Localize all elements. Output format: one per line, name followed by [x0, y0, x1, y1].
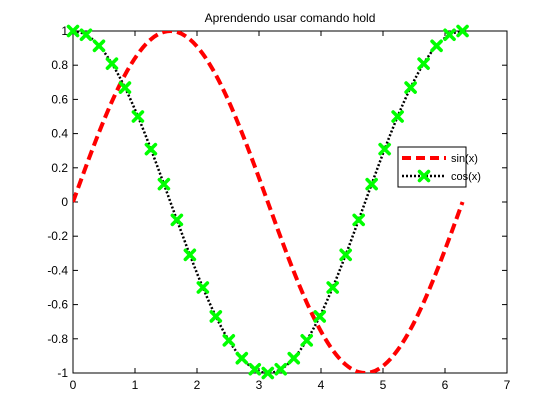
y-tick-label: -0.6 [47, 298, 68, 312]
cos-data-point [391, 110, 404, 123]
cos-data-point [157, 177, 171, 191]
cos-data-point [105, 57, 119, 70]
cos-data-point [404, 81, 417, 94]
legend-cos-label: cos(x) [451, 171, 481, 183]
cos-data-point [66, 24, 80, 38]
cos-data-point [131, 110, 145, 123]
y-tick-label: 0 [61, 195, 68, 209]
cos-data-point [287, 351, 301, 365]
cos-data-point [339, 248, 352, 262]
x-tick-label: 7 [504, 378, 511, 392]
x-tick-label: 4 [318, 378, 325, 392]
y-tick-label: -0.8 [47, 332, 68, 346]
cos-data-point [378, 142, 391, 156]
legend-sin-label: sin(x) [451, 153, 478, 165]
legend-cos-x-icon [417, 169, 431, 183]
x-tick-label: 1 [132, 378, 139, 392]
cos-data-point [417, 57, 430, 70]
cos-data-point [144, 142, 158, 156]
chart-title: Aprendendo usar comando hold [205, 11, 376, 25]
y-tick-label: 0.2 [51, 161, 68, 175]
y-tick-label: 0.6 [51, 92, 68, 106]
cos-data-point [235, 351, 249, 365]
legend-box [397, 146, 467, 188]
cos-data-point [300, 334, 314, 347]
y-tick-label: 1 [61, 24, 68, 38]
cos-data-point [248, 362, 262, 376]
plot-area [72, 30, 508, 374]
cos-data-point [79, 28, 93, 42]
legend-cos-marker [417, 169, 431, 183]
y-axis: 1 0.8 0.6 0.4 0.2 0 -0.2 -0.4 -0.6 -0.8 -1 [47, 24, 507, 380]
y-tick-label: -1 [57, 366, 68, 380]
cos-data-point [183, 248, 197, 262]
y-tick-label: 0.4 [51, 127, 68, 141]
cos-data-point [274, 362, 288, 376]
cos-data-point [170, 213, 184, 227]
y-tick-label: -0.2 [47, 229, 68, 243]
cos-data-point [222, 334, 236, 347]
cos-data-point [443, 28, 456, 42]
y-tick-label: 0.8 [51, 58, 68, 72]
series-line-sin [73, 31, 465, 373]
x-tick-label: 2 [194, 378, 201, 392]
x-tick-label: 6 [442, 378, 449, 392]
cos-data-point [352, 213, 365, 227]
cos-markers [66, 24, 469, 380]
cos-data-point [261, 366, 275, 380]
cos-data-point [456, 24, 469, 38]
cos-data-point [209, 310, 223, 323]
x-tick-label: 0 [70, 378, 77, 392]
cos-data-point [365, 177, 378, 191]
cos-data-point [313, 310, 327, 323]
cos-data-point [326, 281, 340, 294]
cos-data-point [430, 39, 443, 53]
cos-data-point [92, 39, 106, 53]
x-tick-label: 5 [380, 378, 387, 392]
x-axis: 0 1 2 3 4 5 6 7 [70, 31, 511, 392]
cos-data-point [118, 81, 132, 94]
x-tick-label: 3 [256, 378, 263, 392]
y-tick-label: -0.4 [47, 263, 68, 277]
legend: sin(x) cos(x) [397, 146, 481, 188]
cos-data-point [196, 281, 210, 294]
